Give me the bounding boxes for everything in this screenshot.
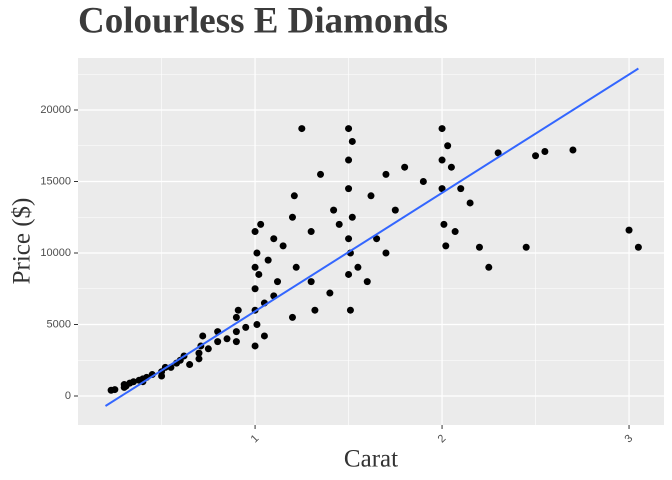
point	[199, 332, 207, 340]
point	[345, 235, 353, 243]
point	[232, 328, 240, 336]
point	[451, 228, 459, 236]
point	[367, 192, 375, 200]
point	[260, 332, 268, 340]
point	[311, 306, 319, 314]
y-tick-label: 5000	[47, 318, 71, 330]
point	[186, 361, 194, 369]
point	[290, 192, 298, 200]
point	[257, 220, 265, 228]
point	[438, 125, 446, 133]
chart-title: Colourless E Diamonds	[78, 0, 448, 41]
point	[363, 278, 371, 286]
point	[270, 235, 278, 243]
point	[522, 243, 530, 251]
point	[288, 213, 296, 221]
point	[401, 163, 409, 171]
point	[634, 243, 642, 251]
point	[288, 313, 296, 321]
point	[130, 378, 138, 386]
point	[444, 142, 452, 150]
point	[317, 170, 325, 178]
point	[541, 147, 549, 155]
point	[625, 226, 633, 234]
point	[274, 278, 282, 286]
point	[475, 243, 483, 251]
point	[255, 270, 263, 278]
point	[494, 149, 502, 157]
point	[326, 289, 334, 297]
x-tick-label: 1	[249, 433, 262, 446]
point	[204, 345, 212, 353]
point	[232, 313, 240, 321]
point	[195, 355, 203, 363]
point	[279, 242, 287, 250]
point	[346, 306, 354, 314]
point	[298, 125, 306, 133]
point	[438, 156, 446, 164]
point	[158, 372, 166, 380]
y-tick-label: 20000	[40, 104, 71, 116]
point	[466, 199, 474, 207]
trend-line	[104, 67, 639, 407]
point	[485, 263, 493, 271]
point	[440, 220, 448, 228]
point	[442, 242, 450, 250]
point	[251, 285, 259, 293]
point	[354, 263, 362, 271]
point	[214, 338, 222, 346]
point	[307, 278, 315, 286]
point	[345, 156, 353, 164]
y-axis-title: Price ($)	[9, 198, 36, 285]
point	[251, 263, 259, 271]
point	[111, 386, 119, 394]
point	[253, 249, 261, 257]
point	[382, 249, 390, 257]
x-tick-label: 2	[436, 433, 449, 446]
point	[253, 320, 261, 328]
point	[345, 185, 353, 193]
y-tick-label: 10000	[40, 247, 71, 259]
point	[292, 263, 300, 271]
point	[234, 306, 242, 314]
point	[447, 163, 455, 171]
x-axis-title: Carat	[344, 446, 398, 473]
point	[232, 338, 240, 346]
point	[345, 125, 353, 133]
point	[307, 228, 315, 236]
point	[373, 235, 381, 243]
y-tick-label: 0	[65, 390, 71, 402]
point	[223, 335, 231, 343]
point	[382, 170, 390, 178]
point	[335, 220, 343, 228]
point	[457, 185, 465, 193]
point	[348, 213, 356, 221]
point	[532, 152, 540, 160]
point	[195, 349, 203, 357]
point	[264, 256, 272, 264]
point	[438, 185, 446, 193]
point	[419, 177, 427, 185]
point	[569, 146, 577, 154]
point	[391, 206, 399, 214]
point	[251, 342, 259, 350]
point	[242, 323, 250, 331]
point	[345, 270, 353, 278]
point	[251, 228, 259, 236]
point	[348, 137, 356, 145]
x-tick-label: 3	[623, 433, 636, 446]
point	[330, 206, 338, 214]
y-tick-label: 15000	[40, 175, 71, 187]
